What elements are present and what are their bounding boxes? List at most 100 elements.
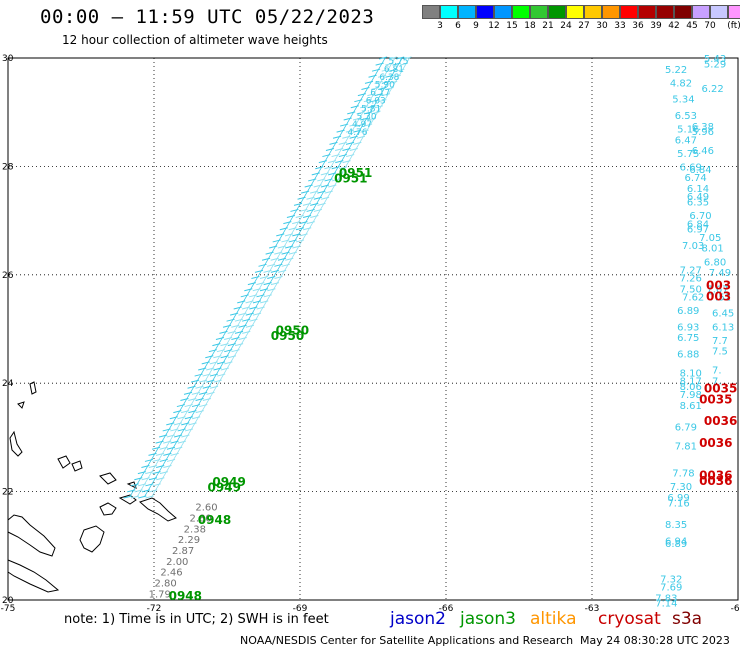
- swh-value-east: 7.50: [680, 284, 702, 295]
- swh-value-east: 5.75: [677, 149, 699, 160]
- swh-value-east: 5.34: [672, 95, 694, 106]
- swh-value-east: 7.52: [709, 292, 731, 303]
- swh-value-east: 7.: [712, 366, 722, 377]
- color-scale-label: 3: [437, 21, 443, 31]
- swh-value-east: 7.7: [712, 336, 728, 347]
- swh-value-east: 7.27: [680, 265, 702, 276]
- legend-item-altika: altika: [530, 609, 577, 629]
- swh-value-east: 6.49: [687, 192, 709, 203]
- lon-tick-label: -69: [293, 604, 308, 614]
- track-time-label: 0036: [699, 436, 732, 450]
- swh-value-east: 7.14: [655, 599, 677, 610]
- swh-value-east: 6.93: [677, 322, 699, 333]
- coastline-outline: [79, 525, 105, 553]
- swh-value-east: 6.13: [712, 322, 734, 333]
- lat-tick-label: 28: [2, 162, 14, 172]
- swh-value-east: 6.75: [677, 333, 699, 344]
- swh-value-east: 5.96: [692, 127, 714, 138]
- color-scale-cell: [602, 5, 620, 19]
- color-scale-labels: 3 6 9 12 15 18 21 24 27 30 33 36 39 42 45 70 (ft): [422, 21, 740, 33]
- swh-value-west: 2.60: [195, 503, 217, 514]
- swh-value-east: 7.30: [670, 482, 692, 493]
- ground-track-line: [129, 57, 386, 498]
- ground-track-line: [143, 57, 403, 498]
- track-time-label: 0036: [699, 474, 732, 488]
- track-swh-value: 6.17: [370, 89, 390, 99]
- coastline-outline: [118, 494, 137, 505]
- swh-value-east: 6.89: [665, 539, 687, 550]
- color-scale-cell: [548, 5, 566, 19]
- color-scale-label: 39: [650, 21, 662, 31]
- track-tick-mark: [403, 56, 412, 60]
- swh-value-east: 7.67: [706, 284, 728, 295]
- swh-value-east: 8.61: [680, 401, 702, 412]
- swh-value-east: 6.53: [675, 111, 697, 122]
- swh-value-east: 5.22: [665, 65, 687, 76]
- track-tick-mark: [396, 56, 405, 60]
- color-scale-label: 21: [542, 21, 554, 31]
- color-scale-cell: [656, 5, 674, 19]
- note-text: note: 1) Time is in UTC; 2) SWH is in fe…: [64, 612, 329, 627]
- swh-value-east: 8.01: [702, 244, 724, 255]
- coastline-outline: [7, 514, 56, 557]
- lat-tick-label: 26: [2, 271, 14, 281]
- lat-tick-label: 22: [2, 488, 13, 498]
- ground-track-line: [151, 57, 410, 498]
- track-time-label: 0950: [276, 323, 309, 337]
- swh-value-east: 7.26: [680, 274, 702, 285]
- swh-value-east: 6.69: [680, 162, 702, 173]
- swh-value-east: 7.: [712, 376, 722, 387]
- swh-value-west: 2.29: [178, 535, 200, 546]
- map-frame: [7, 57, 739, 601]
- track-time-label: 0035: [704, 382, 737, 396]
- legend-item-jason2: jason2: [390, 609, 446, 629]
- swh-value-east: 6.88: [677, 349, 699, 360]
- swh-value-east: 8.06: [680, 382, 702, 393]
- swh-value-east: 6.47: [675, 135, 697, 146]
- page-subtitle: 12 hour collection of altimeter wave hei…: [62, 33, 328, 47]
- track-swh-value: 6.81: [384, 65, 404, 75]
- swh-value-east: 7.16: [667, 498, 689, 509]
- lon-tick-label: -66: [439, 604, 454, 614]
- track-swh-value: 6.38: [379, 73, 399, 83]
- track-tick-mark: [388, 56, 398, 60]
- swh-value-east: 6.79: [675, 423, 697, 434]
- color-scale-label: 24: [560, 21, 572, 31]
- color-scale-label: 42: [668, 21, 680, 31]
- color-scale-label: 36: [632, 21, 644, 31]
- track-time-label: 0949: [212, 475, 245, 489]
- lon-tick-label: -75: [1, 604, 16, 614]
- swh-value-west: 2.38: [184, 524, 206, 535]
- legend-item-s3a: s3a: [672, 609, 703, 629]
- swh-value-east: 6.35: [687, 198, 709, 209]
- footer-timestamp: May 24 08:30:28 UTC 2023: [580, 634, 730, 647]
- coastline-outline: [99, 502, 117, 516]
- color-scale-cell: [584, 5, 602, 19]
- track-time-label: 0951: [339, 166, 372, 180]
- swh-value-east: 7.83: [655, 593, 677, 604]
- swh-value-east: 7.69: [660, 582, 682, 593]
- swh-value-east: 7.81: [675, 442, 697, 453]
- coastline-outline: [99, 472, 117, 485]
- swh-value-east: 6.45: [712, 309, 734, 320]
- track-swh-value: 6.03: [366, 97, 386, 107]
- swh-value-east: 7.98: [680, 390, 702, 401]
- coastline-outline: [17, 401, 25, 409]
- lat-tick-label: 30: [2, 54, 14, 64]
- color-scale-label: 33: [614, 21, 626, 31]
- color-scale-label: 9: [473, 21, 479, 31]
- swh-value-west: 2.87: [172, 546, 194, 557]
- swh-value-east: 5.16: [677, 124, 699, 135]
- lon-tick-label: -72: [147, 604, 162, 614]
- track-time-label: 003: [706, 289, 731, 303]
- color-scale-cell: [710, 5, 728, 19]
- swh-value-east: 7.5: [712, 347, 728, 358]
- swh-value-east: 6.80: [704, 257, 726, 268]
- track-time-label: 0036: [699, 468, 732, 482]
- color-scale-label: 18: [524, 21, 536, 31]
- swh-value-east: 6.89: [677, 306, 699, 317]
- swh-value-west: 2.80: [154, 578, 176, 589]
- color-scale-cell: [566, 5, 584, 19]
- color-scale-cell: [620, 5, 638, 19]
- swh-value-west: 1.79: [149, 589, 171, 600]
